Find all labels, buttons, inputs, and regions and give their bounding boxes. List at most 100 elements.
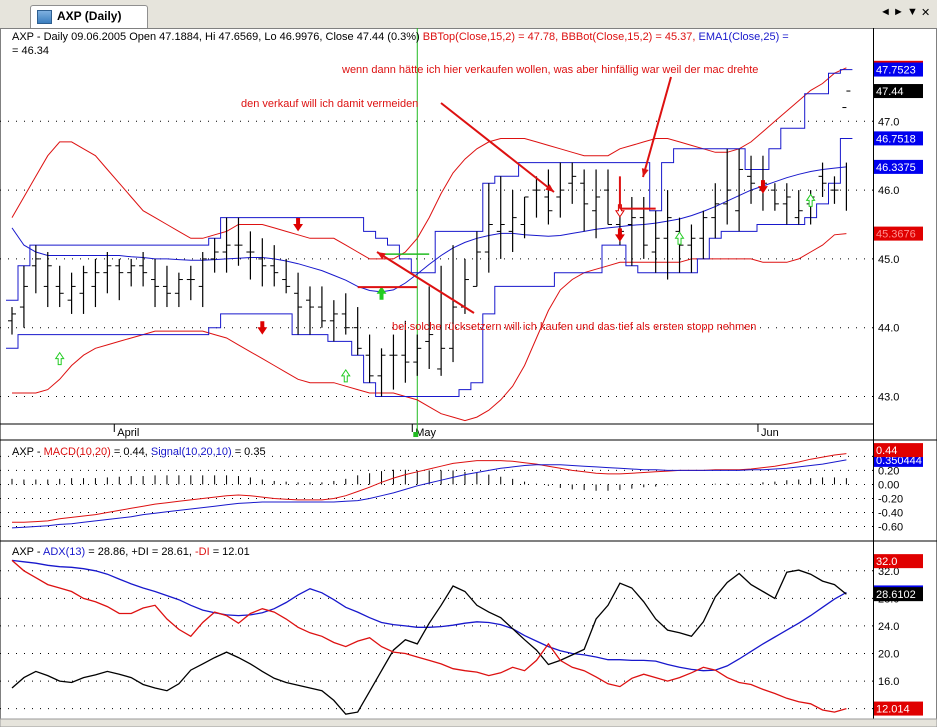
- ohlc-bar[interactable]: [449, 245, 458, 363]
- ohlc-bar[interactable]: [437, 265, 446, 376]
- ohlc-bar[interactable]: [139, 252, 148, 287]
- ohlc-bar[interactable]: [151, 258, 160, 308]
- ohlc-bar[interactable]: [401, 320, 410, 383]
- adx-value-badge: [874, 701, 923, 716]
- ohlc-bar[interactable]: [162, 265, 171, 308]
- ohlc-bar[interactable]: [246, 231, 255, 280]
- price-tick-label: 46.0: [878, 185, 899, 197]
- ohlc-bar[interactable]: [317, 286, 326, 328]
- ema-legend: EMA1(Close,25) =: [699, 31, 789, 43]
- ohlc-bar[interactable]: [532, 176, 541, 218]
- ohlc-bar[interactable]: [222, 217, 231, 273]
- ohlc-bar[interactable]: [174, 272, 183, 308]
- price-value-badge: [874, 226, 923, 241]
- ohlc-bar[interactable]: [115, 258, 124, 301]
- ohlc-bar[interactable]: [842, 90, 851, 211]
- annotation-arrow-line[interactable]: [440, 102, 555, 193]
- ohlc-bar[interactable]: [341, 293, 350, 335]
- ohlc-bar[interactable]: [210, 238, 219, 273]
- ohlc-bar[interactable]: [103, 252, 112, 294]
- ohlc-bar[interactable]: [663, 190, 672, 280]
- ohlc-bar[interactable]: [496, 176, 505, 259]
- ohlc-bar[interactable]: [580, 169, 589, 232]
- ohlc-bar[interactable]: [31, 245, 40, 294]
- ohlc-bar[interactable]: [270, 245, 279, 287]
- scroll-right-icon[interactable]: ►: [893, 6, 904, 18]
- ohlc-bar[interactable]: [258, 238, 267, 287]
- ohlc-bar[interactable]: [651, 210, 660, 273]
- price-legend-header: AXP - Daily 09.06.2005 Open 47.1884, Hi …: [12, 31, 423, 43]
- annotation-arrowhead-icon: [641, 168, 649, 177]
- ohlc-bar[interactable]: [747, 155, 756, 204]
- close-icon[interactable]: ✕: [921, 7, 931, 19]
- macd-tick-label: 0.00: [878, 479, 899, 491]
- ohlc-bar[interactable]: [19, 265, 28, 328]
- annotation-arrow-line[interactable]: [376, 251, 475, 314]
- macd-legend: AXP - MACD(10,20) = 0.44, Signal(10,20,1…: [12, 446, 266, 458]
- ohlc-bar[interactable]: [711, 183, 720, 239]
- ohlc-bar[interactable]: [544, 169, 553, 225]
- ohlc-bar[interactable]: [520, 196, 529, 239]
- tab-axp-daily[interactable]: AXP (Daily): [30, 5, 148, 28]
- ohlc-bar[interactable]: [186, 265, 195, 301]
- ohlc-bar[interactable]: [389, 334, 398, 390]
- annotation-arrowhead-icon: [377, 252, 386, 260]
- buy-arrow-icon: [674, 231, 685, 245]
- ohlc-bar[interactable]: [91, 258, 100, 308]
- price-value-badge: [874, 84, 923, 99]
- ohlc-bar[interactable]: [484, 183, 493, 273]
- ohlc-bar[interactable]: [592, 169, 601, 239]
- ohlc-bar[interactable]: [329, 300, 338, 342]
- ohlc-bar[interactable]: [425, 286, 434, 369]
- ohlc-bar[interactable]: [282, 258, 291, 294]
- ohlc-bar[interactable]: [627, 196, 636, 266]
- ohlc-bar[interactable]: [604, 169, 612, 225]
- ohlc-bar[interactable]: [639, 196, 648, 259]
- ohlc-bar[interactable]: [234, 217, 243, 266]
- adx-legend-value: = 28.86,: [85, 546, 131, 558]
- adx-value-badge: [874, 587, 923, 602]
- ohlc-bar[interactable]: [472, 231, 481, 287]
- price-tick-label: 44.0: [878, 323, 899, 335]
- ohlc-bar[interactable]: [687, 224, 696, 273]
- ohlc-bar[interactable]: [556, 162, 565, 218]
- horizontal-scrollbar[interactable]: [0, 718, 937, 727]
- ohlc-bar[interactable]: [782, 183, 791, 225]
- ohlc-bar[interactable]: [198, 252, 207, 308]
- adx-value-badge-text: 28.6102: [876, 589, 916, 601]
- adx-legend-name: ADX(13): [43, 546, 85, 558]
- ohlc-bar[interactable]: [365, 334, 374, 383]
- ohlc-bar[interactable]: [508, 190, 517, 253]
- annotation-text: wenn dann hätte ich hier verkaufen wolle…: [341, 64, 758, 76]
- ohlc-bar[interactable]: [699, 210, 708, 259]
- ohlc-bar[interactable]: [294, 272, 303, 335]
- ohlc-bar[interactable]: [127, 258, 136, 287]
- ohlc-bar[interactable]: [818, 162, 827, 197]
- scroll-left-icon[interactable]: ◄: [880, 6, 891, 18]
- ohlc-bar[interactable]: [67, 272, 76, 314]
- ohlc-bar[interactable]: [568, 162, 577, 204]
- ohlc-bar[interactable]: [675, 217, 684, 273]
- annotation-arrow-line[interactable]: [642, 76, 672, 178]
- price-tick-label: 45.0: [878, 254, 899, 266]
- ohlc-bar[interactable]: [413, 334, 422, 376]
- ohlc-bar[interactable]: [723, 148, 732, 225]
- ohlc-bar[interactable]: [306, 286, 314, 335]
- dropdown-icon[interactable]: ▼: [907, 6, 918, 18]
- ohlc-bar[interactable]: [79, 265, 88, 314]
- macd-value-badge: [874, 443, 923, 458]
- ohlc-bar[interactable]: [830, 176, 839, 204]
- ohlc-bar[interactable]: [8, 307, 16, 335]
- tab-bar: AXP (Daily) ◄ ► ▼ ✕: [0, 0, 937, 29]
- price-value-badge-text: 45.3676: [876, 229, 916, 241]
- ohlc-bar[interactable]: [353, 307, 362, 356]
- price-value-badge-text: 47.7523: [876, 65, 916, 77]
- x-tick-label: May: [415, 427, 436, 439]
- ohlc-bar[interactable]: [43, 252, 52, 308]
- ohlc-bar[interactable]: [377, 348, 386, 397]
- vertical-marker-handle[interactable]: [413, 432, 419, 437]
- ohlc-bar[interactable]: [55, 265, 64, 308]
- ohlc-bar[interactable]: [735, 148, 744, 232]
- ohlc-bar[interactable]: [770, 183, 779, 211]
- ohlc-bar[interactable]: [794, 190, 803, 225]
